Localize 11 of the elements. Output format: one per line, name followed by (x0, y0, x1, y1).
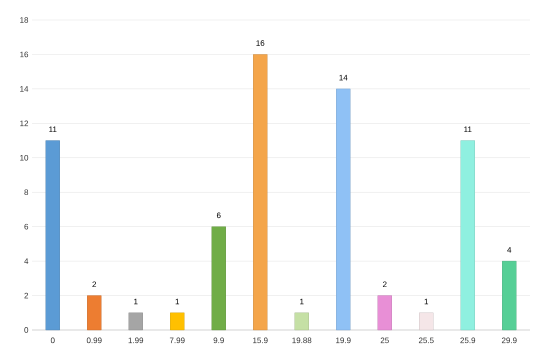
bar (170, 312, 184, 330)
bar (419, 312, 434, 330)
bar (253, 54, 268, 330)
bar (294, 312, 309, 330)
bar (46, 140, 60, 330)
bar (502, 260, 516, 330)
bar (87, 295, 102, 330)
bar (336, 88, 350, 330)
bar (460, 140, 475, 330)
bar (378, 295, 392, 330)
bar (212, 226, 226, 330)
